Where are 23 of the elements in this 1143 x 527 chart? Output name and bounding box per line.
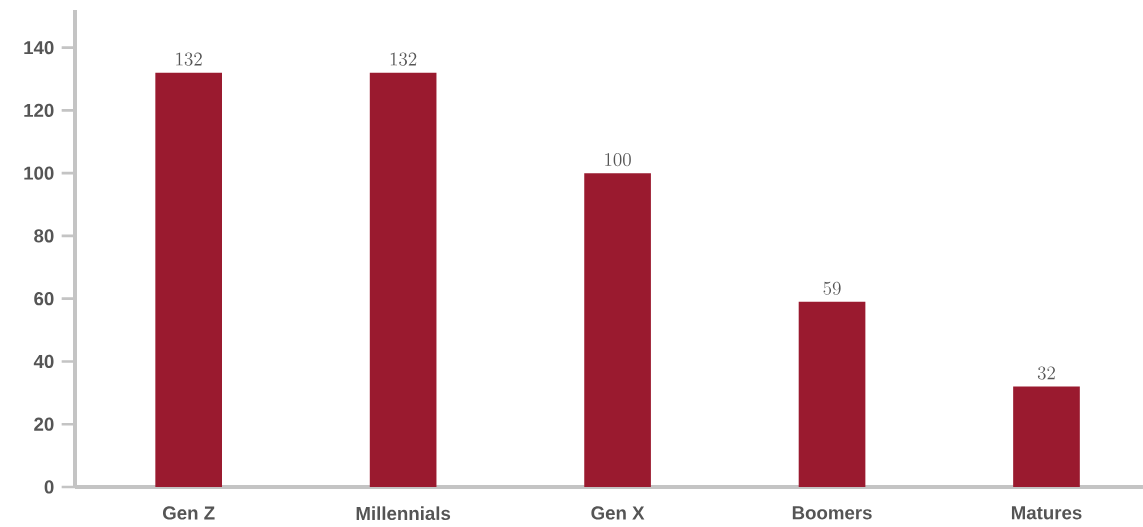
- data-label: 32: [1037, 366, 1055, 380]
- bar: [1013, 386, 1080, 487]
- y-tick-label: 80: [34, 229, 54, 243]
- data-label: 59: [823, 281, 841, 295]
- bar: [155, 72, 222, 487]
- y-tick-label: 140: [24, 41, 54, 55]
- x-tick-label: Millennials: [356, 506, 451, 521]
- y-tick-label: 100: [24, 166, 54, 180]
- bar: [369, 72, 437, 487]
- bar: [584, 173, 651, 487]
- x-tick-label: Gen X: [591, 506, 645, 520]
- x-tick-label: Matures: [1011, 506, 1082, 520]
- y-tick-label: 60: [34, 292, 54, 306]
- x-tick-label: Boomers: [792, 506, 872, 520]
- y-tick-label: 120: [24, 103, 54, 118]
- data-label: 100: [605, 153, 631, 167]
- data-label: 132: [390, 52, 417, 66]
- y-tick-label: 0: [44, 480, 54, 494]
- bar: [798, 301, 866, 487]
- y-tick-label: 40: [33, 354, 54, 369]
- data-label: 132: [176, 52, 202, 66]
- x-tick-label: Gen Z: [163, 506, 215, 520]
- y-tick-label: 20: [34, 417, 54, 431]
